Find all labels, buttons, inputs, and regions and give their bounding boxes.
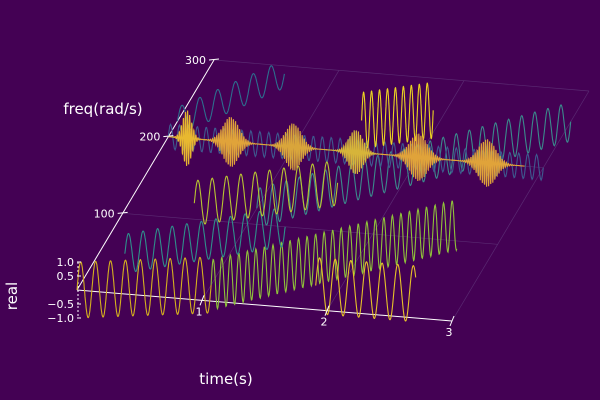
z-tick-label: −0.5 (47, 298, 74, 311)
series-line (176, 65, 285, 131)
y-tick-label: 100 (94, 207, 115, 220)
z-tick-label: 0.5 (57, 270, 75, 283)
burst-line (196, 116, 265, 167)
tick-layer: 1 2 3 100 200 300 1.00.5 −0.5−1.0 (47, 54, 455, 339)
x-tick-mark (324, 305, 330, 316)
burst-line (380, 133, 456, 182)
burst-line (168, 110, 207, 166)
x-tick-mark (199, 295, 205, 306)
grid-line (201, 70, 340, 301)
freq-axis (76, 59, 215, 291)
x-tick-label: 2 (321, 316, 328, 329)
grid-line (326, 80, 465, 311)
z-axis-title: real (3, 282, 21, 310)
burst-line (259, 123, 328, 171)
y-tick-mark (117, 211, 128, 214)
series-line (315, 257, 417, 322)
grid-line (451, 90, 590, 322)
x-tick-mark (449, 315, 455, 327)
y-tick-mark (163, 135, 174, 138)
grid-line (122, 212, 498, 245)
series-line (76, 256, 212, 319)
y-tick-mark (208, 58, 220, 61)
series-line (210, 200, 458, 311)
axes (76, 59, 453, 322)
series-line (193, 161, 339, 225)
grid-line (213, 59, 590, 92)
burst-line (325, 130, 386, 175)
x-tick-label: 3 (446, 326, 453, 339)
series-layer (76, 65, 572, 322)
x-axis-title: time(s) (199, 370, 252, 388)
z-tick-label: 1.0 (57, 256, 75, 269)
series-line (361, 82, 434, 149)
burst-line (449, 139, 525, 187)
z-tick-label: −1.0 (47, 312, 74, 325)
freq-axis-title: freq(rad/s) (63, 100, 142, 118)
y-tick-label: 300 (185, 54, 206, 67)
x-tick-label: 1 (196, 305, 203, 318)
y-tick-label: 200 (139, 131, 160, 144)
series-line (124, 208, 286, 273)
x-axis (76, 289, 453, 322)
